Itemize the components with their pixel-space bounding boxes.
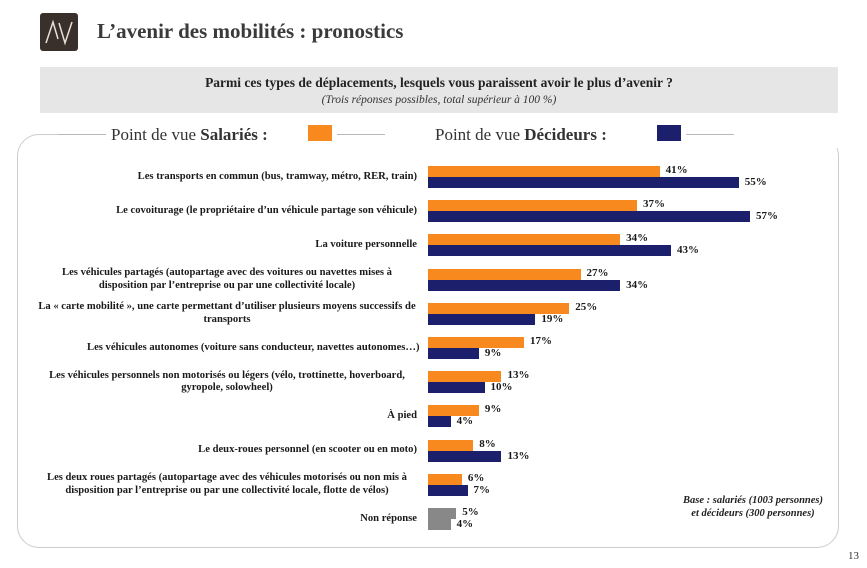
bar-salaries bbox=[428, 473, 462, 485]
bar-decideurs bbox=[428, 484, 468, 496]
category-label: La voiture personnelle bbox=[315, 238, 417, 250]
base-note: Base : salariés (1003 personnes) et déci… bbox=[683, 494, 823, 520]
legend-salaries-prefix: Point de vue bbox=[111, 125, 201, 144]
value-label-salaries: 41% bbox=[665, 164, 688, 176]
category-label: Les transports en commun (bus, tramway, … bbox=[137, 170, 417, 182]
bar-decideurs bbox=[428, 348, 479, 359]
category-label: À pied bbox=[387, 409, 417, 421]
bar-decideurs bbox=[428, 519, 451, 530]
bar-decideurs bbox=[428, 245, 671, 257]
base-note-line2: et décideurs (300 personnes) bbox=[691, 508, 815, 519]
bar-salaries bbox=[428, 268, 581, 280]
bar-salaries bbox=[428, 371, 502, 383]
legend-swatch-salaries bbox=[308, 125, 332, 141]
value-label-salaries: 25% bbox=[575, 300, 598, 313]
question-note: (Trois réponses possibles, total supérie… bbox=[321, 94, 557, 106]
legend-divider bbox=[686, 134, 734, 135]
category-label: Les véhicules partagés (autopartage avec… bbox=[62, 267, 392, 291]
bar-decideurs bbox=[428, 313, 536, 325]
value-label-decideurs: 9% bbox=[484, 347, 502, 359]
value-label-salaries: 8% bbox=[479, 437, 496, 450]
bar-salaries bbox=[428, 337, 525, 348]
bar-decideurs bbox=[428, 177, 739, 188]
bar-salaries bbox=[428, 405, 479, 417]
bar-decideurs bbox=[428, 211, 751, 223]
page-title: L’avenir des mobilités : pronostics bbox=[97, 19, 404, 43]
value-label-decideurs: 4% bbox=[456, 415, 474, 428]
value-label-decideurs: 34% bbox=[626, 278, 649, 291]
legend-swatch-decideurs bbox=[657, 125, 681, 141]
value-label-salaries: 6% bbox=[467, 471, 485, 484]
value-label-salaries: 9% bbox=[484, 403, 502, 416]
value-label-salaries: 27% bbox=[586, 266, 609, 279]
bar-salaries bbox=[428, 166, 660, 177]
category-label: Non réponse bbox=[360, 512, 417, 524]
bar-decideurs bbox=[428, 416, 451, 428]
base-note-line1: Base : salariés (1003 personnes) bbox=[682, 495, 823, 506]
category-label: La « carte mobilité », une carte permett… bbox=[38, 301, 416, 325]
value-label-salaries: 37% bbox=[643, 198, 666, 211]
question-text: Parmi ces types de déplacements, lesquel… bbox=[205, 75, 673, 90]
av-logo-icon bbox=[45, 19, 73, 46]
bar-salaries bbox=[428, 508, 457, 519]
legend-background bbox=[58, 122, 840, 148]
value-label-decideurs: 7% bbox=[473, 483, 491, 496]
legend-decideurs-prefix: Point de vue bbox=[435, 125, 525, 144]
category-label: Les deux roues partagés (autopartage ave… bbox=[47, 472, 407, 496]
legend-salaries-bold: Salariés : bbox=[200, 125, 268, 144]
value-label-salaries: 17% bbox=[530, 335, 553, 347]
bar-salaries bbox=[428, 234, 621, 246]
page-number: 13 bbox=[848, 550, 859, 562]
value-label-decideurs: 10% bbox=[490, 381, 513, 394]
bar-decideurs bbox=[428, 450, 502, 462]
legend-salaries: Point de vue Salariés : bbox=[111, 125, 268, 145]
category-label: Les véhicules autonomes (voiture sans co… bbox=[87, 341, 420, 353]
value-label-salaries: 13% bbox=[507, 369, 530, 382]
value-label-decideurs: 57% bbox=[756, 210, 779, 223]
value-label-decideurs: 19% bbox=[541, 312, 564, 325]
bar-decideurs bbox=[428, 279, 621, 291]
value-label-salaries: 5% bbox=[462, 506, 479, 518]
category-label: Le covoiturage (le propriétaire d’un véh… bbox=[116, 204, 417, 216]
value-label-decideurs: 4% bbox=[456, 518, 474, 530]
value-label-decideurs: 43% bbox=[676, 244, 699, 257]
legend-divider bbox=[58, 134, 106, 135]
value-label-salaries: 34% bbox=[626, 232, 649, 245]
value-label-decideurs: 13% bbox=[507, 449, 530, 462]
category-label: Les véhicules personnels non motorisés o… bbox=[49, 369, 405, 394]
legend-divider bbox=[337, 134, 385, 135]
bar-salaries bbox=[428, 439, 474, 451]
legend-decideurs-bold: Décideurs : bbox=[524, 125, 607, 144]
bar-decideurs bbox=[428, 382, 485, 394]
question-box: Parmi ces types de déplacements, lesquel… bbox=[40, 67, 838, 113]
legend-decideurs: Point de vue Décideurs : bbox=[435, 125, 607, 145]
category-label: Le deux-roues personnel (en scooter ou e… bbox=[198, 444, 417, 456]
bar-salaries bbox=[428, 200, 638, 212]
value-label-decideurs: 55% bbox=[744, 176, 767, 188]
bar-salaries bbox=[428, 302, 570, 314]
logo bbox=[40, 13, 78, 51]
